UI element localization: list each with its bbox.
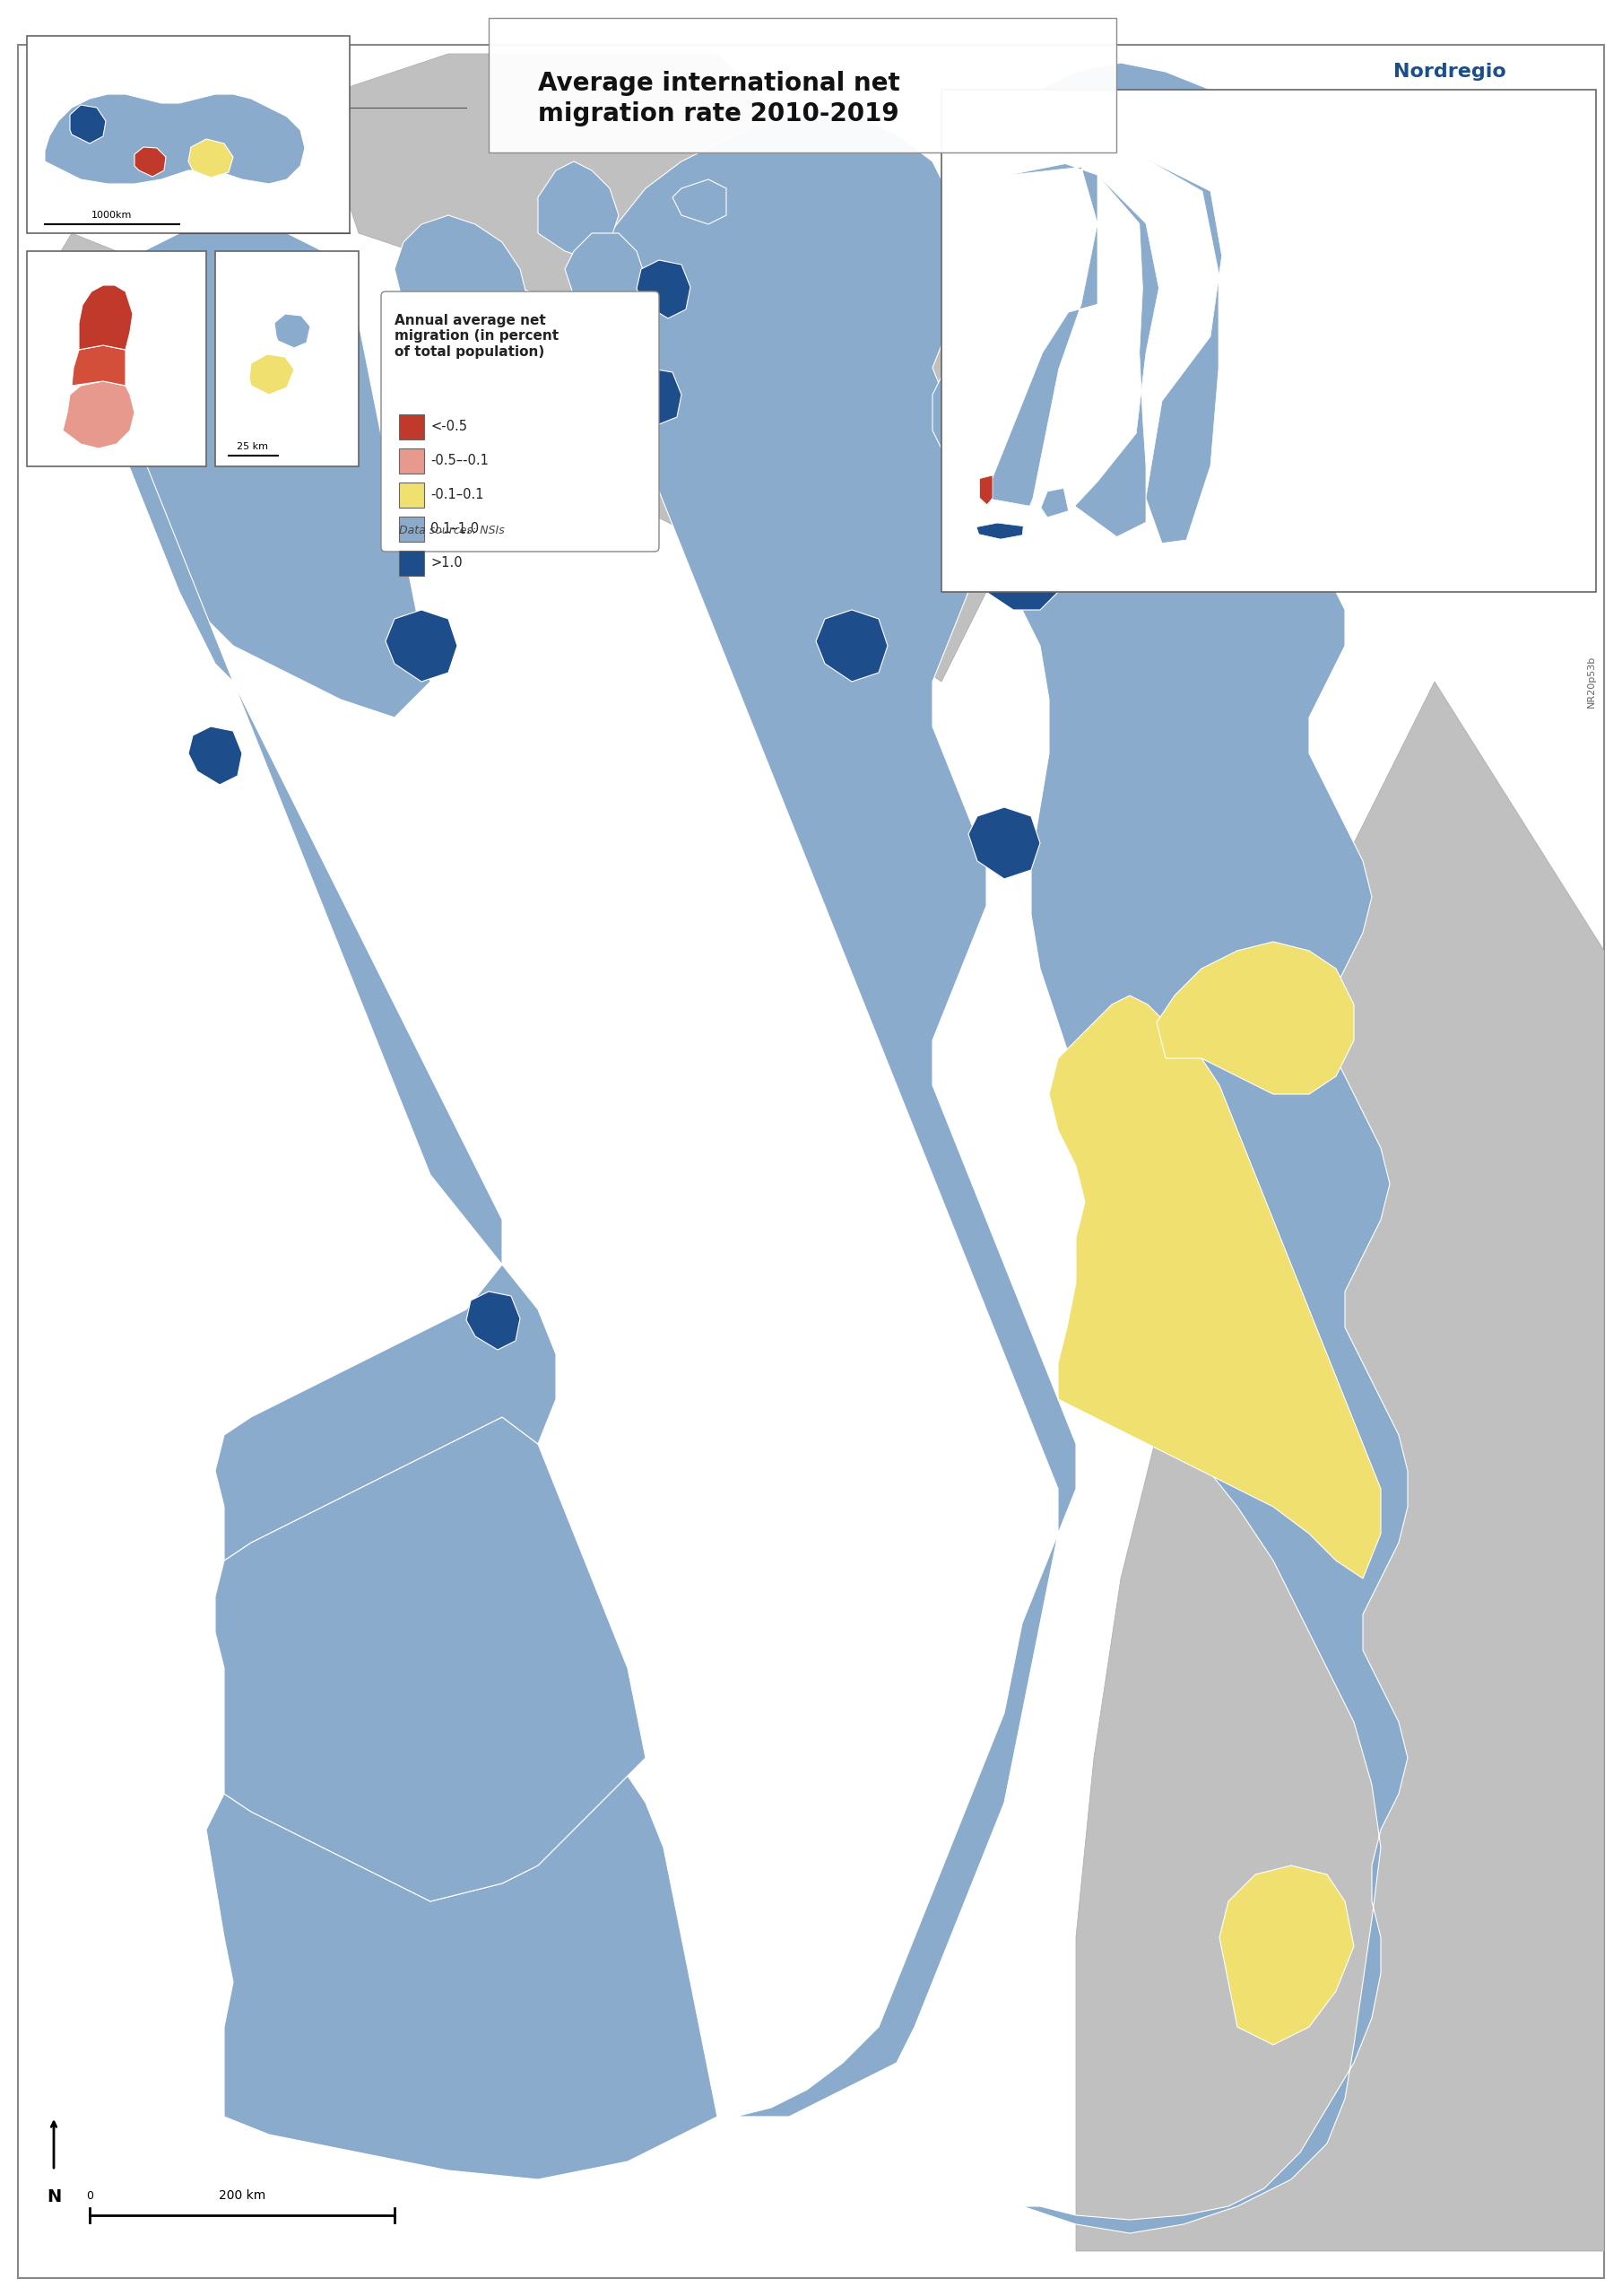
Text: 0.1–1.0: 0.1–1.0 bbox=[430, 523, 478, 535]
Polygon shape bbox=[1156, 941, 1354, 1095]
Bar bbox=[488, 18, 1116, 152]
Polygon shape bbox=[933, 62, 1408, 2234]
Polygon shape bbox=[79, 285, 133, 349]
Text: N: N bbox=[47, 2188, 62, 2206]
Polygon shape bbox=[466, 1290, 521, 1350]
Polygon shape bbox=[978, 537, 1058, 611]
Polygon shape bbox=[313, 53, 808, 324]
Polygon shape bbox=[386, 611, 457, 682]
Text: <-0.5: <-0.5 bbox=[430, 420, 467, 434]
Polygon shape bbox=[188, 726, 242, 785]
Polygon shape bbox=[623, 367, 681, 427]
Text: -0.5–-0.1: -0.5–-0.1 bbox=[430, 455, 488, 468]
Polygon shape bbox=[1075, 174, 1158, 537]
Text: -0.1–0.1: -0.1–0.1 bbox=[430, 489, 483, 503]
Polygon shape bbox=[1145, 158, 1221, 544]
Text: 0: 0 bbox=[86, 2190, 92, 2202]
Text: Nordregio: Nordregio bbox=[1393, 62, 1507, 80]
Polygon shape bbox=[968, 808, 1040, 879]
Polygon shape bbox=[71, 344, 125, 386]
Polygon shape bbox=[980, 475, 993, 505]
Polygon shape bbox=[1049, 996, 1380, 1580]
Polygon shape bbox=[206, 1775, 717, 2179]
Polygon shape bbox=[976, 523, 1023, 540]
Polygon shape bbox=[135, 147, 165, 177]
Bar bbox=[941, 90, 1596, 592]
Polygon shape bbox=[63, 381, 135, 448]
Polygon shape bbox=[188, 140, 234, 177]
Polygon shape bbox=[1041, 489, 1069, 517]
Polygon shape bbox=[216, 1417, 646, 1901]
Polygon shape bbox=[89, 324, 556, 1561]
Polygon shape bbox=[673, 179, 727, 225]
Text: 200 km: 200 km bbox=[219, 2190, 266, 2202]
Polygon shape bbox=[1220, 1864, 1354, 2046]
Text: Annual average net
migration (in percent
of total population): Annual average net migration (in percent… bbox=[394, 315, 558, 358]
Polygon shape bbox=[45, 234, 135, 367]
Bar bbox=[399, 482, 423, 507]
Polygon shape bbox=[394, 216, 529, 377]
Polygon shape bbox=[564, 234, 646, 315]
Bar bbox=[216, 250, 358, 466]
Polygon shape bbox=[628, 324, 1075, 682]
Text: Data sources: NSIs: Data sources: NSIs bbox=[399, 526, 504, 537]
Bar bbox=[399, 413, 423, 439]
Bar bbox=[28, 37, 350, 234]
Polygon shape bbox=[636, 259, 691, 319]
Polygon shape bbox=[985, 163, 1098, 505]
Text: 25 km: 25 km bbox=[237, 443, 269, 450]
Text: >1.0: >1.0 bbox=[430, 556, 462, 569]
Polygon shape bbox=[89, 216, 430, 716]
Bar bbox=[399, 517, 423, 542]
Polygon shape bbox=[70, 106, 105, 142]
Polygon shape bbox=[1075, 682, 1604, 2250]
Text: Average international net
migration rate 2010-2019: Average international net migration rate… bbox=[539, 71, 900, 126]
Text: NR20p53b: NR20p53b bbox=[1586, 654, 1596, 707]
Polygon shape bbox=[574, 108, 1075, 2117]
Bar bbox=[399, 551, 423, 576]
Bar bbox=[28, 250, 206, 466]
Bar bbox=[399, 448, 423, 473]
FancyBboxPatch shape bbox=[381, 292, 659, 551]
Text: 1000km: 1000km bbox=[92, 211, 133, 220]
Polygon shape bbox=[45, 94, 305, 184]
Polygon shape bbox=[250, 354, 294, 395]
Polygon shape bbox=[274, 315, 310, 349]
Polygon shape bbox=[539, 161, 618, 259]
Polygon shape bbox=[816, 611, 887, 682]
